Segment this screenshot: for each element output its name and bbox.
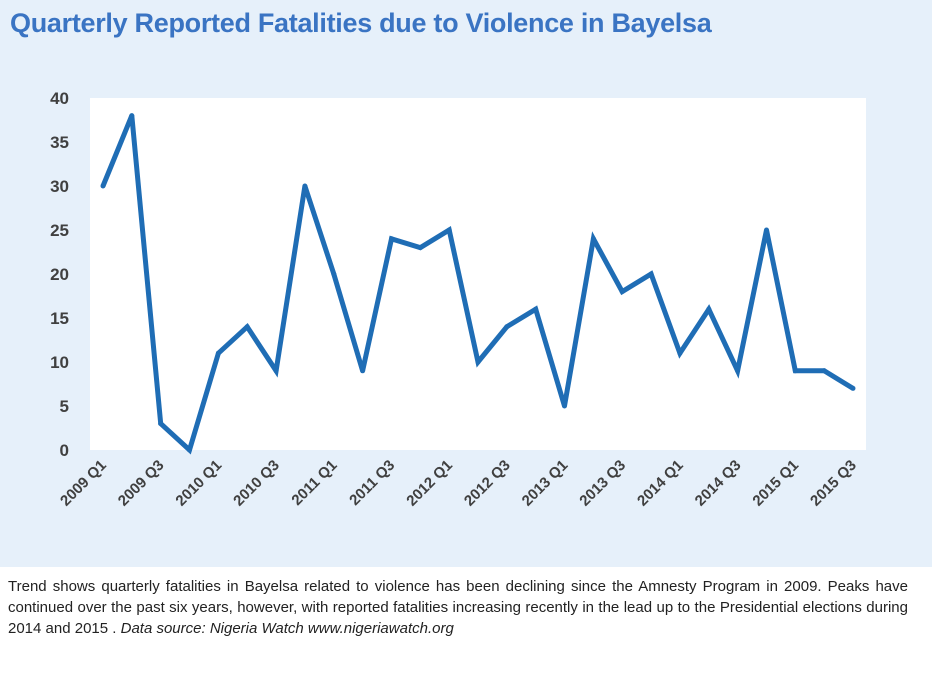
x-tick-label: 2015 Q1: [749, 457, 802, 510]
plot-area: [90, 98, 866, 450]
data-point: [735, 368, 741, 374]
data-point: [331, 271, 337, 277]
x-tick-label: 2010 Q3: [230, 457, 283, 510]
data-point: [562, 403, 567, 409]
x-tick-label: 2011 Q3: [346, 457, 398, 509]
data-point: [446, 227, 452, 233]
chart-panel: Quarterly Reported Fatalities due to Vio…: [0, 0, 932, 567]
y-tick-label: 30: [50, 177, 69, 196]
y-tick-label: 10: [50, 353, 69, 372]
data-point: [302, 183, 308, 189]
x-tick-label: 2011 Q1: [288, 457, 340, 509]
data-point: [187, 447, 192, 453]
y-tick-label: 40: [50, 89, 69, 108]
data-point: [360, 368, 366, 374]
y-tick-label: 35: [50, 133, 69, 152]
x-tick-label: 2010 Q1: [173, 457, 226, 510]
y-tick-label: 15: [50, 309, 69, 328]
data-point: [850, 385, 856, 391]
data-point: [215, 350, 221, 356]
data-source: Data source: Nigeria Watch www.nigeriawa…: [120, 620, 454, 637]
x-tick-label: 2013 Q1: [519, 457, 572, 510]
data-point: [273, 368, 279, 374]
x-tick-label: 2014 Q1: [634, 457, 687, 510]
chart-title: Quarterly Reported Fatalities due to Vio…: [10, 8, 712, 38]
data-point: [244, 324, 250, 330]
x-tick-label: 2009 Q1: [57, 457, 110, 510]
data-point: [648, 271, 654, 277]
caption: Trend shows quarterly fatalities in Baye…: [8, 576, 908, 639]
data-point: [158, 421, 164, 427]
data-point: [533, 306, 539, 312]
data-point: [677, 350, 683, 356]
data-point: [129, 113, 135, 119]
data-point: [100, 183, 106, 189]
data-point: [764, 227, 769, 233]
data-point: [590, 236, 596, 242]
y-axis: 0 5 10 15 20 25 30 35 40: [50, 89, 69, 460]
data-point: [417, 245, 423, 251]
y-tick-label: 20: [50, 265, 69, 284]
data-point: [821, 368, 827, 374]
data-point: [504, 324, 510, 330]
y-tick-label: 25: [50, 221, 69, 240]
x-tick-label: 2012 Q3: [461, 457, 514, 510]
x-axis: 2009 Q1 2009 Q3 2010 Q1 2010 Q3 2011 Q1 2011 …: [57, 457, 860, 510]
data-point: [389, 236, 394, 242]
x-tick-label: 2014 Q3: [692, 457, 745, 510]
x-tick-label: 2012 Q1: [403, 457, 456, 510]
x-tick-label: 2013 Q3: [576, 457, 629, 510]
series-layer: [100, 113, 856, 455]
data-point: [706, 306, 712, 312]
x-tick-label: 2009 Q3: [115, 457, 168, 510]
data-point: [792, 368, 798, 374]
y-tick-label: 0: [60, 441, 69, 460]
x-tick-label: 2015 Q3: [807, 457, 860, 510]
data-point: [619, 289, 625, 295]
data-point: [475, 359, 481, 365]
caption-text: Trend shows quarterly fatalities in Baye…: [8, 578, 908, 637]
y-tick-label: 5: [60, 397, 69, 416]
